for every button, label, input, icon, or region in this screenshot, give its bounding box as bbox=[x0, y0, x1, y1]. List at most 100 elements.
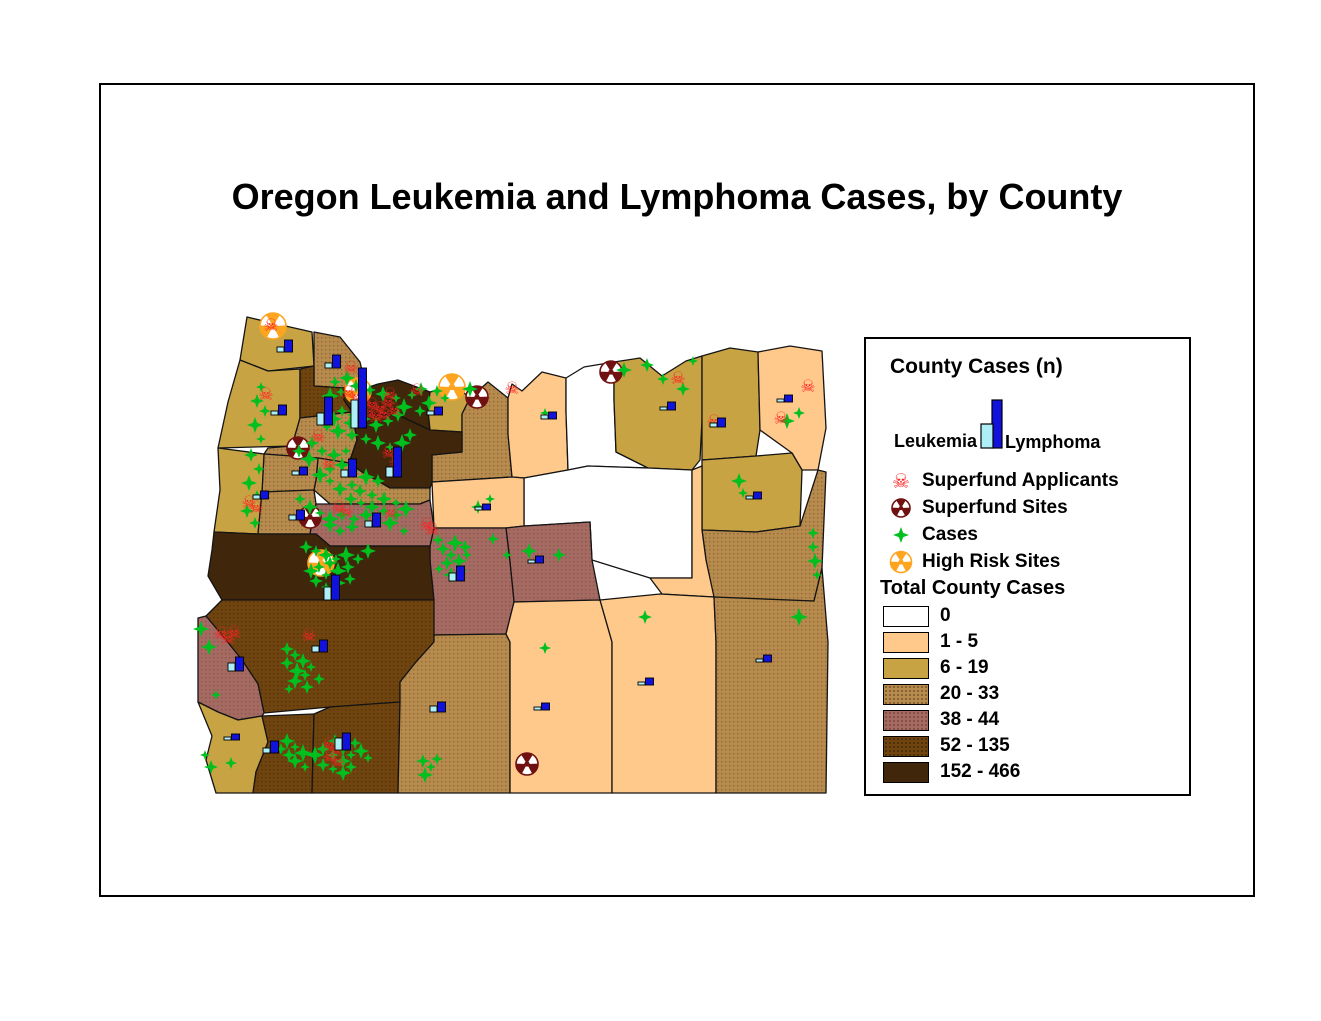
high-risk-site-icon bbox=[889, 550, 913, 573]
skull-icon: ☠ bbox=[382, 385, 397, 405]
county-bar-polk bbox=[291, 466, 308, 476]
legend-class-row: 38 - 44 bbox=[883, 707, 1183, 733]
skull-icon: ☠ bbox=[321, 454, 336, 474]
county-bar-coos bbox=[227, 656, 244, 672]
county-bar-jackson bbox=[334, 732, 351, 751]
legend-symbol-label: Cases bbox=[922, 523, 978, 545]
county-bar-lane bbox=[323, 574, 340, 601]
legend-title: County Cases (n) bbox=[890, 355, 1063, 378]
case-sparkle-icons bbox=[193, 356, 823, 783]
skull-icon: ☠ bbox=[301, 626, 316, 646]
legend-class-row: 152 - 466 bbox=[883, 759, 1183, 785]
skull-icon: ☠ bbox=[383, 503, 398, 523]
class-swatch-b4 bbox=[883, 709, 929, 731]
county-bar-morrow bbox=[659, 401, 676, 411]
high-risk-site-icon bbox=[259, 312, 287, 340]
skull-icon: ☠ bbox=[226, 623, 241, 643]
legend-symbol-row: High Risk Sites bbox=[880, 548, 1180, 575]
county-union: union: 6 - 19 bbox=[701, 452, 803, 533]
county-bar-multnomah bbox=[350, 367, 367, 429]
skull-icon: ☠ bbox=[368, 407, 383, 427]
class-swatch-b0 bbox=[883, 605, 929, 627]
legend-class-rows: 0 1 - 5 6 - 19 20 - 33 38 - 44 52 - 135 152 - … bbox=[883, 603, 1183, 785]
skull-icon: ☠ bbox=[376, 405, 391, 425]
class-label: 20 - 33 bbox=[940, 683, 1000, 704]
county-bar-harney bbox=[637, 677, 654, 686]
skull-icon: ☠ bbox=[310, 427, 325, 447]
class-swatch-b6 bbox=[883, 761, 929, 783]
skull-icon: ☠ bbox=[504, 379, 519, 399]
skull-icon: ☠ bbox=[381, 443, 396, 463]
county-bar-tillamook bbox=[270, 404, 287, 416]
county-bar-marion bbox=[340, 458, 357, 478]
skull-icon: ☠ bbox=[321, 735, 336, 755]
leukemia-bar-glyph bbox=[980, 423, 994, 449]
county-bar-curry bbox=[223, 733, 240, 741]
legend-box: County Cases (n) Leukemia Lymphoma ☠ Supe… bbox=[864, 337, 1191, 796]
case-sparkle-icon bbox=[880, 522, 922, 548]
skull-icon: ☠ bbox=[213, 624, 228, 644]
legend-symbol-row: Superfund Sites bbox=[880, 494, 1180, 521]
legend-class-row: 52 - 135 bbox=[883, 733, 1183, 759]
skull-icon: ☠ bbox=[773, 409, 788, 429]
class-swatch-b3 bbox=[883, 683, 929, 705]
skull-icon: ☠ bbox=[330, 752, 345, 772]
county-bar-umatilla bbox=[709, 417, 726, 428]
legend-class-row: 1 - 5 bbox=[883, 629, 1183, 655]
superfund-site-icon bbox=[599, 360, 623, 384]
superfund-site-icon bbox=[891, 497, 911, 518]
choropleth-legend-title: Total County Cases bbox=[880, 577, 1066, 599]
skull-icon: ☠ bbox=[372, 399, 387, 419]
skull-icon: ☠ bbox=[220, 629, 235, 649]
county-bar-josephine bbox=[262, 740, 279, 754]
county-bar-clatsop bbox=[276, 339, 293, 353]
skull-icon: ☠ bbox=[322, 747, 337, 767]
class-label: 152 - 466 bbox=[940, 761, 1021, 782]
county-bar-jefferson bbox=[474, 503, 491, 511]
skull-icon: ☠ bbox=[364, 395, 379, 415]
skull-icon: ☠ bbox=[340, 383, 355, 403]
legend-class-row: 20 - 33 bbox=[883, 681, 1183, 707]
county-bar-linn bbox=[364, 512, 381, 528]
county-klamath: klamath: 20 - 33 bbox=[397, 633, 511, 794]
county-umatilla: umatilla: 6 - 19 bbox=[701, 347, 761, 461]
leukemia-label: Leukemia bbox=[894, 431, 978, 451]
legend-class-row: 0 bbox=[883, 603, 1183, 629]
skull-icon: ☠ bbox=[386, 401, 401, 421]
svg-text:☠: ☠ bbox=[892, 469, 910, 493]
class-swatch-b1 bbox=[883, 631, 929, 653]
class-swatch-b2 bbox=[883, 657, 929, 679]
county-bar-wasco bbox=[540, 411, 557, 420]
skull-icon: ☠ bbox=[258, 385, 273, 405]
skull-icon: ☠ bbox=[800, 377, 815, 397]
lymphoma-label: Lymphoma bbox=[1005, 432, 1101, 452]
legend-symbol-row: ☠ Superfund Applicants bbox=[880, 467, 1180, 494]
county-wallowa: wallowa: 1 - 5 bbox=[757, 345, 827, 471]
legend-symbol-label: High Risk Sites bbox=[922, 550, 1061, 572]
county-bar-deschutes bbox=[448, 565, 465, 582]
county-bar-washington bbox=[316, 396, 333, 426]
superfund-site-radiation-icon bbox=[880, 495, 922, 521]
county-bar-columbia bbox=[324, 354, 341, 369]
legend-symbol-label: Superfund Sites bbox=[922, 496, 1068, 518]
skull-icon: ☠ bbox=[248, 498, 263, 518]
skull-icon: ☠ bbox=[880, 468, 922, 494]
skull-icon: ☠ bbox=[670, 369, 685, 389]
skull-icon: ☠ bbox=[331, 498, 346, 518]
county-bar-wallowa bbox=[776, 394, 793, 403]
superfund-site-icon bbox=[515, 752, 539, 776]
county-bar-crook bbox=[527, 555, 544, 564]
county-bar-benton bbox=[288, 509, 305, 521]
county-crook: crook: 38 - 44 bbox=[505, 521, 601, 603]
class-label: 38 - 44 bbox=[940, 709, 1000, 730]
skull-icon: ☠ bbox=[409, 381, 424, 401]
class-label: 0 bbox=[940, 605, 951, 626]
legend-symbol-label: Superfund Applicants bbox=[922, 469, 1119, 491]
class-label: 1 - 5 bbox=[940, 631, 979, 652]
skull-icon: ☠ bbox=[263, 316, 278, 336]
leukemia-lymphoma-bar-icon bbox=[980, 399, 1003, 449]
skull-icon: ☠ bbox=[338, 502, 353, 522]
skull-icon: ☠ bbox=[419, 515, 434, 535]
map-title: Oregon Leukemia and Lymphoma Cases, by C… bbox=[231, 176, 1123, 217]
